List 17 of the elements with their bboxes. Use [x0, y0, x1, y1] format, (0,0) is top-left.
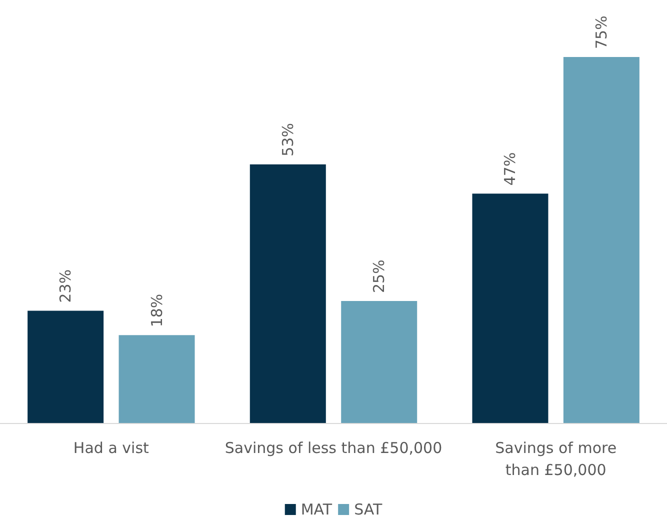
data-label: 25% [370, 260, 388, 293]
bar [28, 310, 104, 423]
bar [563, 57, 640, 423]
bar [472, 194, 548, 423]
bar [341, 301, 418, 423]
x-tick-label: Savings of more than £50,000 [495, 439, 617, 479]
data-label: 53% [278, 123, 297, 156]
bar [118, 335, 195, 423]
x-tick-label: Savings of less than £50,000 [224, 439, 442, 457]
data-label: 18% [148, 294, 166, 328]
bar [250, 164, 326, 423]
data-label: 75% [592, 16, 610, 49]
x-tick-label: Had a vist [73, 439, 150, 457]
data-label: 23% [56, 269, 75, 303]
legend-label: MAT [300, 500, 333, 518]
legend-label: SAT [354, 500, 383, 518]
data-label: 47% [501, 152, 520, 186]
